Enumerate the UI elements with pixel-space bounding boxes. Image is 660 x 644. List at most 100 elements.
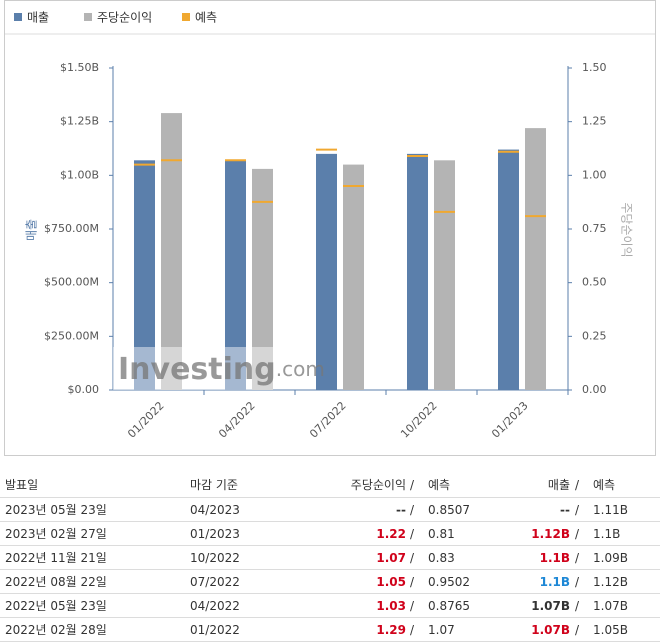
separator: / <box>410 478 415 492</box>
watermark-backdrop <box>113 347 273 390</box>
eps-forecast: 0.81 <box>428 527 455 541</box>
revenue-forecast: 1.11B <box>593 503 628 517</box>
chart: 매출 주당순이익 예측$0.00$250.00M$500.00M$750.00M$1… <box>4 0 656 456</box>
separator: / <box>410 527 415 541</box>
date: 2022년 08월 22일 <box>5 575 107 589</box>
eps: 1.29 <box>376 623 406 637</box>
header-revenue: 매출 <box>547 478 570 492</box>
eps: 1.07 <box>376 551 406 565</box>
y-tick-label: $1.25B <box>60 115 99 128</box>
eps: 1.05 <box>376 575 406 589</box>
period: 01/2022 <box>190 623 240 637</box>
separator: / <box>575 623 580 637</box>
y2-tick-label: 0.50 <box>582 276 607 289</box>
eps: 1.22 <box>376 527 406 541</box>
header-revenue-forecast: 예측 <box>593 478 616 492</box>
y-tick-label: $500.00M <box>44 276 99 289</box>
separator: / <box>410 503 415 517</box>
eps: -- <box>396 503 406 517</box>
date: 2023년 02월 27일 <box>5 527 107 541</box>
revenue-forecast: 1.05B <box>593 623 628 637</box>
row-divider <box>0 545 660 546</box>
separator: / <box>410 575 415 589</box>
eps: 1.03 <box>376 599 406 613</box>
y-tick-label: $750.00M <box>44 222 99 235</box>
eps-forecast: 0.8765 <box>428 599 470 613</box>
y2-tick-label: 0.00 <box>582 383 607 396</box>
revenue-forecast: 1.07B <box>593 599 628 613</box>
legend-swatch <box>14 13 22 21</box>
revenue: -- <box>560 503 570 517</box>
revenue: 1.1B <box>539 575 570 589</box>
separator: / <box>575 575 580 589</box>
legend-label: 주당순이익 <box>97 11 152 25</box>
eps-forecast: 0.83 <box>428 551 455 565</box>
eps-forecast: 0.9502 <box>428 575 470 589</box>
bar <box>161 113 182 390</box>
header-period: 마감 기준 <box>190 478 238 492</box>
y2-tick-label: 1.50 <box>582 61 607 74</box>
period: 01/2023 <box>190 527 240 541</box>
separator: / <box>575 527 580 541</box>
separator: / <box>410 599 415 613</box>
y2-tick-label: 0.75 <box>582 222 607 235</box>
legend-label: 예측 <box>195 11 217 25</box>
date: 2022년 02월 28일 <box>5 623 107 637</box>
eps-forecast: 1.07 <box>428 623 455 637</box>
row-divider <box>0 569 660 570</box>
header-eps: 주당순이익 <box>350 478 406 492</box>
bar <box>252 168 273 390</box>
period: 04/2023 <box>190 503 240 517</box>
period: 07/2022 <box>190 575 240 589</box>
y2-tick-label: 1.25 <box>582 115 607 128</box>
period: 10/2022 <box>190 551 240 565</box>
date: 2022년 11월 21일 <box>5 551 107 565</box>
legend-label: 매출 <box>27 11 49 25</box>
legend-swatch <box>182 13 190 21</box>
watermark: Investing.com <box>118 352 325 387</box>
row-divider <box>0 593 660 594</box>
header-eps-forecast: 예측 <box>428 478 451 492</box>
bar <box>134 160 155 390</box>
revenue: 1.07B <box>531 599 570 613</box>
bar <box>225 160 246 390</box>
date: 2023년 05월 23일 <box>5 503 107 517</box>
y2-tick-label: 0.25 <box>582 329 607 342</box>
revenue-forecast: 1.09B <box>593 551 628 565</box>
separator: / <box>575 478 580 492</box>
y2-axis-label: 주당순이익 <box>620 202 634 257</box>
bar <box>407 153 428 390</box>
row-divider <box>0 521 660 522</box>
period: 04/2022 <box>190 599 240 613</box>
y-tick-label: $1.00B <box>60 168 99 181</box>
revenue-forecast: 1.12B <box>593 575 628 589</box>
separator: / <box>410 551 415 565</box>
watermark-text: Investing <box>118 352 276 387</box>
separator: / <box>575 503 580 517</box>
row-divider <box>0 641 660 642</box>
legend-swatch <box>84 13 92 21</box>
bar <box>498 149 519 390</box>
y-axis-label: 매출 <box>25 219 39 241</box>
header-date: 발표일 <box>5 478 39 492</box>
y2-tick-label: 1.00 <box>582 168 607 181</box>
revenue: 1.07B <box>531 623 570 637</box>
y-tick-label: $0.00 <box>68 383 100 396</box>
watermark-suffix: .com <box>276 357 325 381</box>
separator: / <box>575 551 580 565</box>
bar <box>434 160 455 390</box>
bar <box>316 153 337 390</box>
revenue-forecast: 1.1B <box>593 527 621 541</box>
eps-forecast: 0.8507 <box>428 503 470 517</box>
y-tick-label: $1.50B <box>60 61 99 74</box>
separator: / <box>575 599 580 613</box>
revenue: 1.1B <box>539 551 570 565</box>
date: 2022년 05월 23일 <box>5 599 107 613</box>
row-divider <box>0 617 660 618</box>
y-tick-label: $250.00M <box>44 329 99 342</box>
bar <box>343 164 364 390</box>
row-divider <box>0 497 660 498</box>
bar <box>525 128 546 390</box>
separator: / <box>410 623 415 637</box>
